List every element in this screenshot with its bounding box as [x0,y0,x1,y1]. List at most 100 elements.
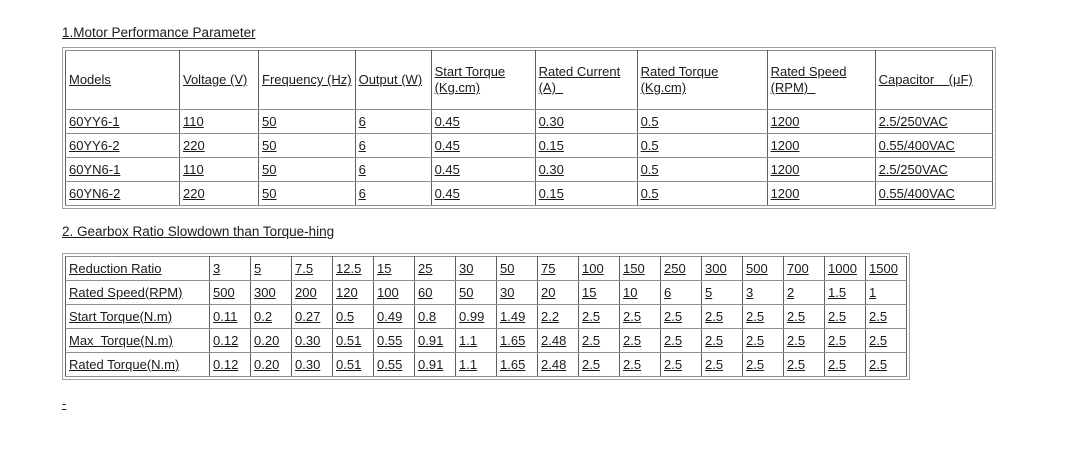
table-cell: 15 [578,280,620,305]
table-cell: 0.55/400VAC [874,181,993,206]
table-cell: 1.5 [824,280,866,305]
header-cell: Rated Speed (RPM) [766,50,876,110]
table-cell: 0.30 [534,109,638,134]
row-label-cell: Max Torque(N.m) [65,328,210,353]
table-cell: 2.5 [824,304,866,329]
table-cell: 2.48 [537,328,579,353]
header-cell: Models [65,50,180,110]
table-cell: 5 [250,256,292,281]
table-cell: 60YN6-1 [65,157,180,182]
table-cell: 1.1 [455,352,497,377]
table-cell: 60YY6-2 [65,133,180,158]
table-cell: 2.5 [742,328,784,353]
table-cell: 6 [354,133,432,158]
gearbox-ratio-table-wrapper: Reduction Ratio 3 5 7.5 12.5 15 25 30 50 75 100 150… [62,253,910,380]
table-row: 60YY6-2 220 50 6 0.45 0.15 0.5 1200 0.55/400VAC [65,133,993,158]
table-cell: 1.49 [496,304,538,329]
table-cell: 2.5 [701,328,743,353]
table-cell: 500 [742,256,784,281]
table-cell: 0.5 [636,181,768,206]
table-cell: 500 [209,280,251,305]
table-row: 60YN6-1 110 50 6 0.45 0.30 0.5 1200 2.5/250VAC [65,157,993,182]
table-cell: 50 [258,109,356,134]
motor-performance-table-wrapper: Models Voltage (V) Frequency (Hz) Output (W… [62,47,996,209]
table-cell: 12.5 [332,256,374,281]
table-cell: 2.5 [742,352,784,377]
table-cell: 1.1 [455,328,497,353]
table-cell: 2.5 [824,352,866,377]
table-cell: 6 [354,109,432,134]
table-cell: 700 [783,256,825,281]
table-cell: 60 [414,280,456,305]
table-cell: 120 [332,280,374,305]
table-cell: 2.5 [783,328,825,353]
table-cell: 0.5 [636,109,768,134]
table-row: Rated Speed(RPM) 500 300 200 120 100 60 50 30 20 1… [65,280,907,305]
table-cell: 0.12 [209,352,251,377]
row-label-cell: Rated Speed(RPM) [65,280,210,305]
table-row: Start Torque(N.m) 0.11 0.2 0.27 0.5 0.49 0.8 0.… [65,304,907,329]
table-cell: 1.65 [496,328,538,353]
table-cell: 0.45 [430,181,536,206]
table-cell: 250 [660,256,702,281]
table-cell: 2.5 [783,352,825,377]
header-cell: Rated Current (A) [534,50,638,110]
table-cell: 2.5/250VAC [874,157,993,182]
table-cell: 50 [496,256,538,281]
table-cell: 2.5 [701,352,743,377]
table-cell: 110 [179,157,259,182]
table-cell: 0.2 [250,304,292,329]
table-cell: 0.49 [373,304,415,329]
table-cell: 0.5 [332,304,374,329]
header-cell: Frequency (Hz) [258,50,356,110]
table-cell: 0.11 [209,304,251,329]
table-cell: 0.55 [373,328,415,353]
table-cell: 0.5 [636,133,768,158]
table-cell: 1500 [865,256,907,281]
table-cell: 30 [455,256,497,281]
table-cell: 0.30 [291,352,333,377]
table-cell: 0.45 [430,133,536,158]
table-cell: 0.20 [250,328,292,353]
table-cell: 100 [373,280,415,305]
header-cell: Capacitor (μF) [874,50,993,110]
table-cell: 1.65 [496,352,538,377]
table-cell: 60YY6-1 [65,109,180,134]
table-cell: 0.51 [332,328,374,353]
table-cell: 3 [742,280,784,305]
table-cell: 6 [660,280,702,305]
trailing-dash: - [62,396,67,411]
motor-performance-tbody: Models Voltage (V) Frequency (Hz) Output (W… [65,50,993,206]
table-cell: 0.45 [430,157,536,182]
table-cell: 0.27 [291,304,333,329]
table-cell: 0.91 [414,352,456,377]
gearbox-ratio-table: Reduction Ratio 3 5 7.5 12.5 15 25 30 50 75 100 150… [65,256,907,377]
table-cell: 3 [209,256,251,281]
table-cell: 2.5 [619,328,661,353]
table-cell: 0.5 [636,157,768,182]
table-cell: 200 [291,280,333,305]
table-cell: 150 [619,256,661,281]
table-cell: 2.5 [578,328,620,353]
table-cell: 1200 [766,181,876,206]
table-cell: 110 [179,109,259,134]
table-cell: 300 [701,256,743,281]
gearbox-ratio-tbody: Reduction Ratio 3 5 7.5 12.5 15 25 30 50 75 100 150… [65,256,907,377]
table-cell: 0.30 [291,328,333,353]
row-label-cell: Start Torque(N.m) [65,304,210,329]
table-cell: 5 [701,280,743,305]
table-cell: 2.5 [865,328,907,353]
table-cell: 0.20 [250,352,292,377]
table-row: Max Torque(N.m) 0.12 0.20 0.30 0.51 0.55 0.91 1… [65,328,907,353]
table-cell: 50 [455,280,497,305]
table-cell: 7.5 [291,256,333,281]
table-cell: 2.5 [865,304,907,329]
table-cell: 2.5 [783,304,825,329]
table-cell: 50 [258,181,356,206]
table-cell: 20 [537,280,579,305]
table-cell: 25 [414,256,456,281]
table-cell: 0.99 [455,304,497,329]
table-row: 60YN6-2 220 50 6 0.45 0.15 0.5 1200 0.55/400VAC [65,181,993,206]
header-cell: Rated Torque (Kg.cm) [636,50,768,110]
